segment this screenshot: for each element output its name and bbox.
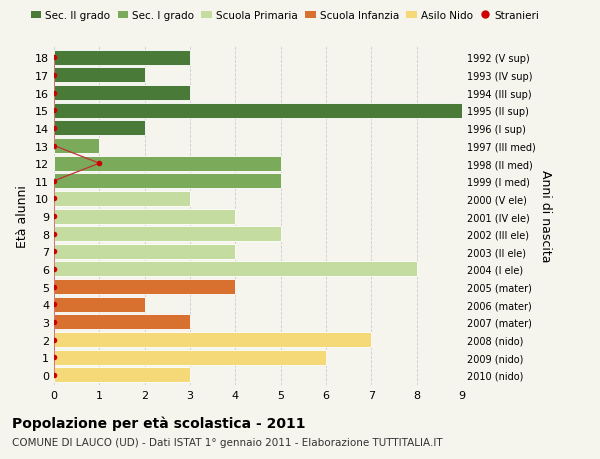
- Bar: [54, 315, 190, 330]
- Text: Popolazione per età scolastica - 2011: Popolazione per età scolastica - 2011: [12, 415, 305, 430]
- Text: COMUNE DI LAUCO (UD) - Dati ISTAT 1° gennaio 2011 - Elaborazione TUTTITALIA.IT: COMUNE DI LAUCO (UD) - Dati ISTAT 1° gen…: [12, 437, 443, 447]
- Bar: [54, 227, 281, 242]
- Bar: [54, 297, 145, 312]
- Bar: [54, 51, 190, 66]
- Bar: [54, 244, 235, 259]
- Bar: [54, 209, 235, 224]
- Bar: [54, 121, 145, 136]
- Legend: Sec. II grado, Sec. I grado, Scuola Primaria, Scuola Infanzia, Asilo Nido, Stran: Sec. II grado, Sec. I grado, Scuola Prim…: [26, 7, 544, 25]
- Bar: [54, 191, 190, 207]
- Bar: [54, 368, 190, 382]
- Bar: [54, 262, 416, 277]
- Bar: [54, 350, 326, 365]
- Y-axis label: Anni di nascita: Anni di nascita: [539, 169, 552, 262]
- Bar: [54, 86, 190, 101]
- Bar: [54, 139, 100, 154]
- Bar: [54, 280, 235, 295]
- Bar: [54, 332, 371, 347]
- Bar: [54, 68, 145, 83]
- Y-axis label: Età alunni: Età alunni: [16, 185, 29, 247]
- Bar: [54, 104, 462, 118]
- Bar: [54, 174, 281, 189]
- Bar: [54, 157, 281, 171]
